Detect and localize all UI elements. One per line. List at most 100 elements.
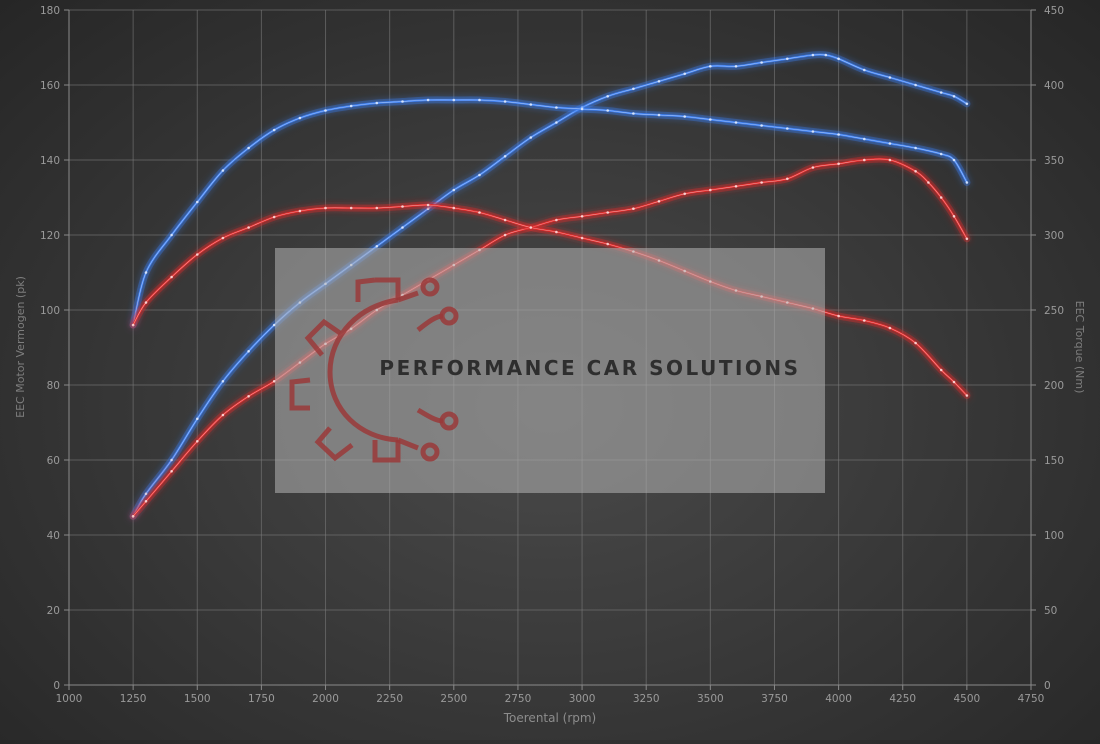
y-right-tick-label: 300 (1044, 230, 1064, 242)
data-point (529, 103, 533, 106)
data-point (426, 203, 430, 207)
data-point (529, 226, 533, 229)
data-point (683, 115, 686, 118)
series-1 (129, 96, 971, 329)
x-tick-label: 2000 (312, 693, 339, 705)
data-point (196, 417, 199, 421)
data-point (298, 209, 302, 213)
data-point (863, 68, 866, 72)
y-left-tick-label: 40 (47, 530, 60, 542)
data-point (734, 65, 738, 68)
data-point (452, 206, 456, 210)
data-point (529, 136, 533, 139)
data-point (478, 173, 481, 177)
data-point (503, 155, 507, 158)
series (129, 51, 971, 520)
data-point (170, 275, 173, 279)
y-left-tick-label: 80 (47, 380, 60, 392)
data-point (632, 207, 635, 210)
data-point (632, 112, 635, 115)
data-point (888, 76, 892, 79)
data-point (939, 152, 943, 156)
data-point (144, 301, 148, 304)
data-point (709, 118, 712, 121)
data-point (452, 188, 456, 192)
data-point (580, 107, 584, 111)
y-axis-left-title: EEC Motor Vermogen (pk) (14, 276, 27, 418)
gear-circuit-icon (289, 277, 459, 463)
data-point (606, 109, 609, 112)
data-point (401, 226, 404, 229)
data-point (247, 350, 250, 353)
data-point (196, 200, 199, 204)
data-point (657, 113, 661, 117)
data-point (555, 106, 558, 109)
watermark-panel (275, 248, 825, 493)
y-left-tick-label: 180 (40, 5, 60, 17)
data-point (965, 181, 969, 184)
y-right-tick-label: 250 (1044, 305, 1064, 317)
axes: 1000 1250 1500 1750 2000 2250 2500 2750 3000 3250… (40, 5, 1064, 705)
data-point (349, 206, 353, 210)
data-point (952, 95, 956, 98)
data-point (375, 101, 379, 105)
data-point (606, 95, 609, 98)
data-point (170, 470, 173, 473)
data-point (939, 196, 943, 199)
y-axis-right-title: EEC Torque (Nm) (1073, 301, 1086, 394)
data-point (196, 440, 199, 443)
data-point (952, 158, 956, 162)
x-tick-label: 1500 (184, 693, 211, 705)
data-point (298, 116, 302, 120)
data-point (888, 326, 892, 330)
data-point (760, 61, 763, 64)
x-tick-label: 4750 (1018, 693, 1045, 705)
x-tick-label: 1250 (120, 693, 147, 705)
y-left-tick-label: 20 (47, 605, 60, 617)
data-point (401, 100, 404, 103)
x-tick-label: 4000 (825, 693, 852, 705)
x-tick-label: 2500 (440, 693, 467, 705)
y-left-tick-label: 60 (47, 455, 60, 467)
x-tick-label: 4250 (889, 693, 916, 705)
data-point (272, 215, 276, 219)
y-left-tick-label: 100 (40, 305, 60, 317)
data-point (247, 146, 250, 150)
data-point (606, 211, 609, 214)
data-point (131, 323, 135, 327)
data-point (939, 91, 943, 94)
data-point (580, 215, 584, 218)
data-point (811, 53, 815, 57)
data-point (555, 218, 558, 222)
data-point (401, 205, 404, 208)
data-point (349, 104, 353, 108)
y-right-tick-label: 50 (1044, 605, 1057, 617)
x-tick-label: 3750 (761, 693, 788, 705)
watermark: PERFORMANCE CAR SOLUTIONS (275, 248, 825, 493)
data-point (375, 245, 379, 248)
data-point (734, 121, 738, 124)
data-point (863, 319, 866, 322)
y-left-tick-label: 140 (40, 155, 60, 167)
data-point (503, 218, 507, 222)
data-point (272, 128, 276, 132)
data-point (888, 142, 892, 145)
data-point (734, 185, 738, 188)
data-point (927, 181, 930, 184)
data-point (580, 236, 584, 240)
y-right-tick-label: 400 (1044, 80, 1064, 92)
data-point (683, 192, 686, 196)
data-point (888, 158, 892, 162)
data-point (503, 233, 507, 237)
data-point (221, 380, 225, 383)
data-point (606, 242, 609, 246)
data-point (247, 395, 250, 398)
data-point (760, 124, 763, 127)
x-tick-label: 2750 (505, 693, 532, 705)
data-point (914, 146, 917, 150)
data-point (196, 253, 199, 256)
data-point (478, 98, 481, 102)
data-point (939, 368, 943, 372)
y-left-tick-label: 120 (40, 230, 60, 242)
